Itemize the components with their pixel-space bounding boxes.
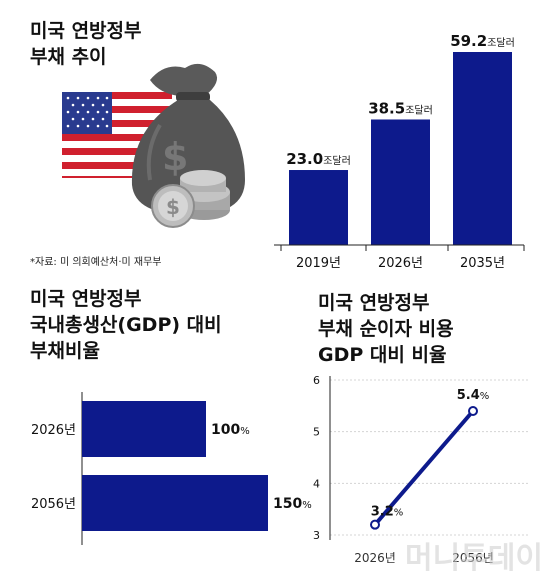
coin-dollar-icon: $ — [166, 195, 180, 219]
bar — [371, 119, 430, 245]
series-line — [373, 409, 475, 526]
bar-value-label: 100% — [211, 422, 250, 438]
y-tick-label: 2026년 — [31, 423, 76, 438]
x-tick-label: 2026년 — [354, 551, 396, 565]
y-tick-label: 2056년 — [31, 497, 76, 512]
y-tick-label: 3 — [313, 529, 320, 542]
debt-trend-title-line: 미국 연방정부 — [30, 20, 142, 42]
bar — [289, 170, 348, 245]
x-tick-label: 2056년 — [452, 551, 494, 565]
interest-ratio-title-line: 부채 순이자 비용 — [318, 318, 454, 340]
y-tick-label: 4 — [313, 477, 320, 490]
dollar-sign-icon: $ — [162, 135, 188, 179]
y-tick-label: 5 — [313, 426, 320, 439]
point-value-label: 3.2% — [371, 505, 404, 520]
point-value-label: 5.4% — [457, 388, 490, 403]
source-note: *자료: 미 의회예산처·미 재무부 — [30, 257, 162, 268]
debt-trend-title-line: 부채 추이 — [30, 46, 107, 68]
x-tick-label: 2026년 — [378, 256, 423, 271]
bar — [453, 52, 512, 245]
interest-ratio-title: 미국 연방정부 부채 순이자 비용 GDP 대비 비율 — [318, 290, 454, 368]
bar-value-label: 59.2조달러 — [450, 32, 515, 50]
watermark-text: 머니투데이 — [405, 541, 543, 576]
coin-stack-icon: $ — [151, 170, 230, 228]
y-tick-label: 6 — [313, 374, 320, 387]
x-tick-label: 2035년 — [460, 256, 505, 271]
interest-ratio-title-line: 미국 연방정부 — [318, 292, 430, 314]
data-point — [370, 519, 380, 530]
debt-trend-title: 미국 연방정부 부채 추이 — [30, 18, 142, 70]
bar-value-label: 150% — [273, 496, 312, 512]
bar-value-label: 38.5조달러 — [368, 99, 433, 117]
data-point — [468, 406, 478, 416]
bar — [82, 401, 206, 457]
bar — [82, 475, 268, 531]
x-tick-label: 2019년 — [296, 256, 341, 271]
gdp-ratio-title: 미국 연방정부 국내총생산(GDP) 대비 부채비율 — [30, 286, 222, 364]
bar-value-label: 23.0조달러 — [286, 150, 351, 168]
gdp-ratio-title-line: 미국 연방정부 — [30, 288, 142, 310]
interest-ratio-title-line: GDP 대비 비율 — [318, 344, 447, 366]
gdp-ratio-title-line: 부채비율 — [30, 340, 100, 362]
gdp-ratio-title-line: 국내총생산(GDP) 대비 — [30, 314, 222, 336]
